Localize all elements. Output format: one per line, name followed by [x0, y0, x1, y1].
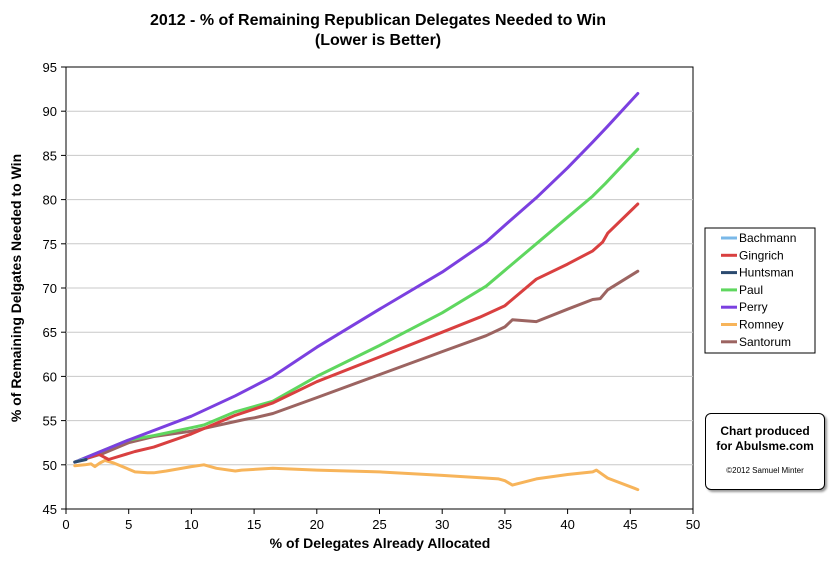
- x-tick-label: 40: [560, 517, 574, 532]
- legend-label-perry: Perry: [739, 300, 768, 314]
- chart-title: 2012 - % of Remaining Republican Delegat…: [150, 12, 606, 29]
- y-axis-title: % of Remaining Delgates Needed to Win: [8, 154, 24, 422]
- series-line-perry: [73, 92, 640, 464]
- y-tick-label: 45: [43, 502, 57, 517]
- y-tick-label: 75: [43, 237, 57, 252]
- legend-label-paul: Paul: [739, 283, 763, 297]
- series-line-huntsman: [73, 458, 88, 464]
- gridlines: [66, 110, 693, 466]
- y-tick-label: 50: [43, 458, 57, 473]
- y-tick-label: 95: [43, 60, 57, 75]
- legend-label-romney: Romney: [739, 318, 784, 332]
- series-line-romney: [73, 458, 640, 492]
- series-line-gingrich: [73, 202, 640, 464]
- y-tick-label: 55: [43, 414, 57, 429]
- x-axis-title: % of Delegates Already Allocated: [270, 535, 491, 551]
- y-tick-label: 85: [43, 148, 57, 163]
- credit-copyright: ©2012 Samuel Minter: [726, 466, 804, 475]
- x-tick-label: 50: [686, 517, 700, 532]
- x-tick-label: 45: [623, 517, 637, 532]
- chart-subtitle: (Lower is Better): [315, 32, 441, 49]
- y-tick-label: 65: [43, 325, 57, 340]
- credit-line-2: for Abulsme.com: [716, 439, 814, 453]
- series-line-paul: [73, 147, 640, 464]
- x-tick-label: 35: [498, 517, 512, 532]
- x-tick-label: 0: [62, 517, 69, 532]
- y-tick-label: 80: [43, 193, 57, 208]
- y-tick-label: 90: [43, 104, 57, 119]
- x-tick-label: 30: [435, 517, 449, 532]
- x-tick-label: 5: [125, 517, 132, 532]
- legend: Bachmann Gingrich Huntsman Paul Perry Romney S…: [721, 231, 796, 349]
- x-axis-ticks: 0 5 10 15 20 25 30 35 40 45 50: [62, 509, 700, 532]
- legend-label-santorum: Santorum: [739, 335, 791, 349]
- credit-line-1: Chart produced: [720, 424, 810, 438]
- x-tick-label: 20: [310, 517, 324, 532]
- series-lines: [73, 92, 640, 492]
- legend-label-huntsman: Huntsman: [739, 266, 794, 280]
- y-tick-label: 60: [43, 369, 57, 384]
- credit-box: Chart produced for Abulsme.com ©2012 Sam…: [705, 413, 825, 490]
- x-tick-label: 10: [184, 517, 198, 532]
- series-line-santorum: [73, 269, 640, 464]
- legend-label-bachmann: Bachmann: [739, 231, 796, 245]
- y-tick-label: 70: [43, 281, 57, 296]
- x-tick-label: 25: [372, 517, 386, 532]
- x-tick-label: 15: [247, 517, 261, 532]
- legend-label-gingrich: Gingrich: [739, 248, 784, 262]
- y-axis-ticks: 45 50 55 60 65 70 75 80 85 90 95: [43, 60, 66, 517]
